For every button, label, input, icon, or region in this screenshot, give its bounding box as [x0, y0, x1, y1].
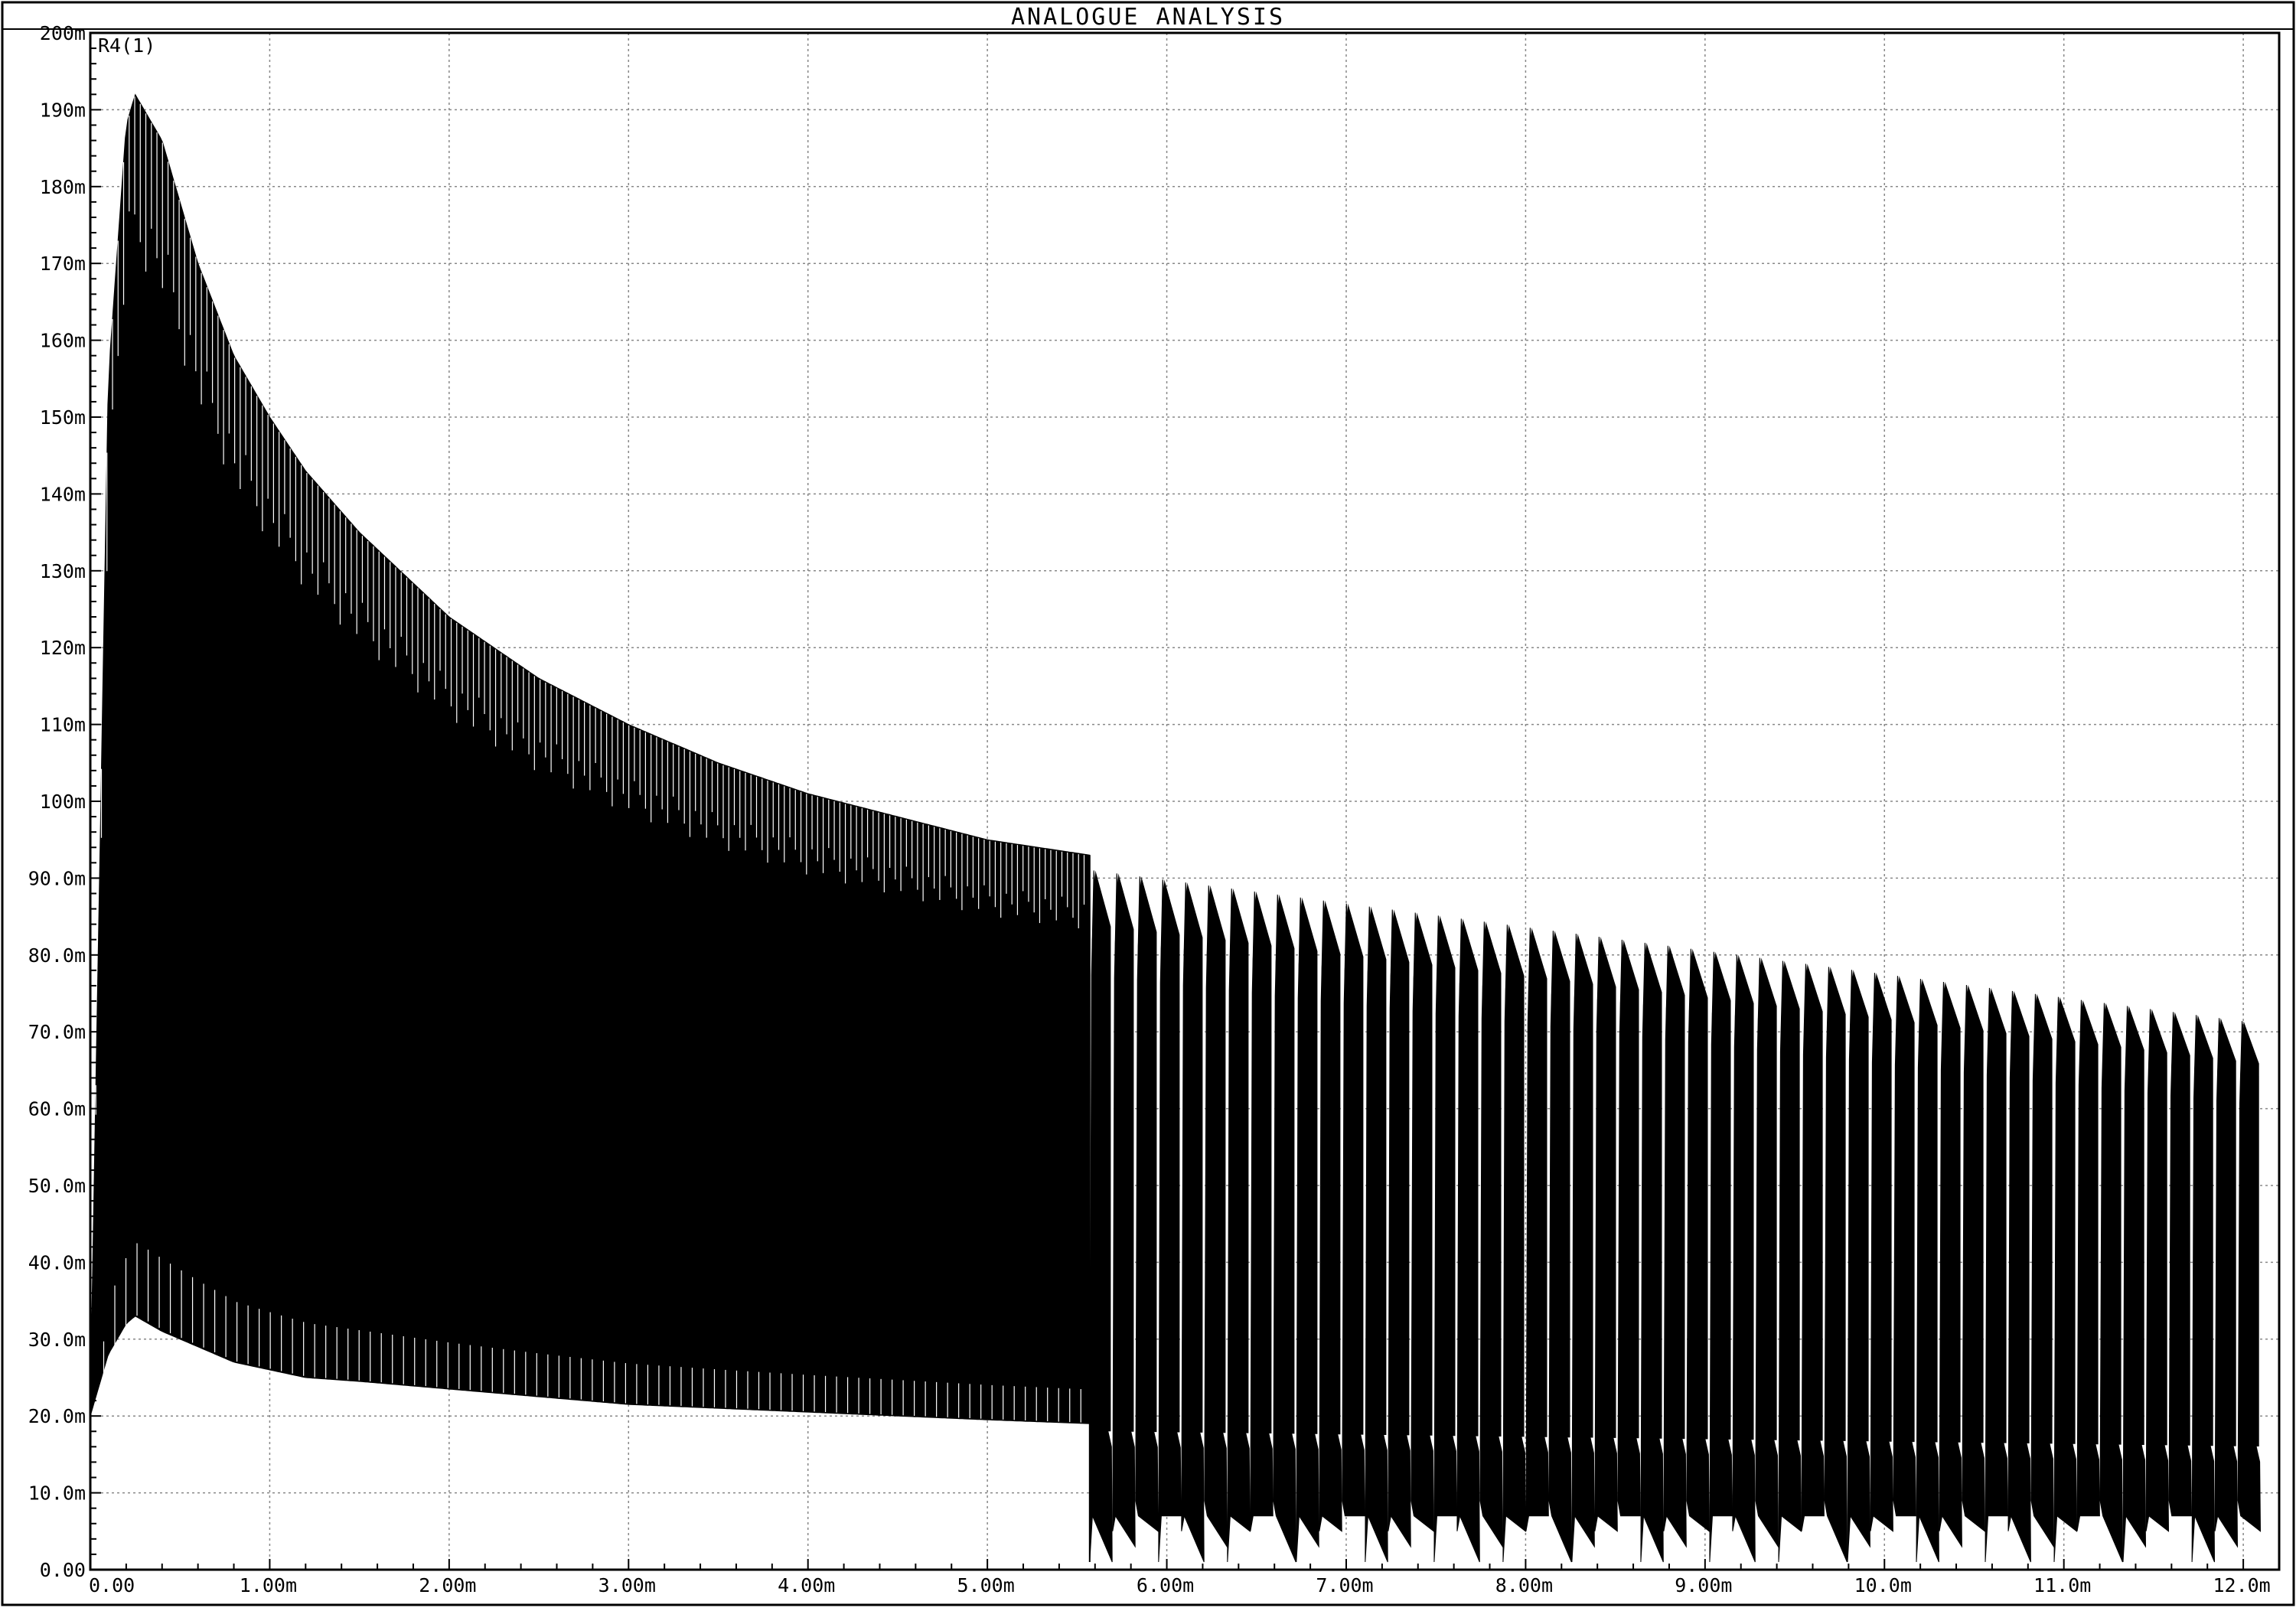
trace-pulse-body: [2011, 990, 2030, 1443]
trace-pulse-body: [1275, 894, 1295, 1434]
trace-pulse-body: [1229, 889, 1249, 1433]
trace-pulse-body: [2033, 993, 2053, 1444]
y-tick-label: 70.0m: [28, 1021, 86, 1043]
y-tick-label: 30.0m: [28, 1329, 86, 1351]
trace-pulse-body: [1528, 928, 1548, 1437]
trace-streaks: [95, 96, 1085, 1423]
trace-pulse-body: [1137, 876, 1157, 1433]
trace-pulse-body: [1734, 954, 1754, 1440]
x-tick-label: 0.00: [89, 1574, 135, 1596]
trace-pulse-body: [1091, 870, 1111, 1432]
trace-pulse-body: [1183, 882, 1203, 1433]
trace-pulse-body: [1252, 891, 1272, 1433]
y-tick-label: 60.0m: [28, 1098, 86, 1120]
trace-pulse-body: [1665, 945, 1685, 1440]
trace-pulse-body: [1321, 900, 1341, 1435]
trace-pulse-body: [1551, 931, 1570, 1438]
trace-pulse-body: [1850, 970, 1869, 1442]
trace-pulse-body: [1619, 939, 1639, 1439]
trace-pulse-body: [1482, 921, 1502, 1437]
y-tick-label: 150m: [40, 406, 86, 429]
y-tick-label: 20.0m: [28, 1405, 86, 1427]
trace-pulse-body: [1896, 976, 1915, 1443]
chart-title: ANALOGUE ANALYSIS: [1011, 4, 1285, 31]
x-tick-label: 5.00m: [957, 1574, 1014, 1596]
trace-pulse-body: [2125, 1006, 2144, 1445]
trace-pulse-body: [1298, 897, 1318, 1434]
trace-pulses: [1088, 855, 2262, 1563]
y-tick-label: 100m: [40, 791, 86, 813]
trace-pulse-body: [2240, 1021, 2259, 1446]
trace-pulse-body: [1574, 934, 1593, 1438]
y-tick-label: 40.0m: [28, 1251, 86, 1273]
y-tick-label: 120m: [40, 637, 86, 659]
trace-pulse-body: [1804, 964, 1823, 1441]
x-tick-label: 10.0m: [1854, 1574, 1912, 1596]
x-tick-label: 4.00m: [778, 1574, 835, 1596]
trace-pulse-body: [1436, 915, 1456, 1437]
trace-pulse-body: [2056, 996, 2076, 1444]
y-tick-label: 80.0m: [28, 944, 86, 967]
trace-r4: [90, 93, 2262, 1563]
trace-pulse-body: [1711, 951, 1731, 1440]
trace-pulse-body: [1988, 987, 2007, 1443]
y-tick-label: 160m: [40, 330, 86, 352]
x-tick-label: 7.00m: [1316, 1574, 1373, 1596]
y-tick-label: 200m: [40, 22, 86, 44]
y-tick-label: 90.0m: [28, 867, 86, 889]
y-tick-label: 110m: [40, 714, 86, 736]
x-tick-label: 3.00m: [598, 1574, 656, 1596]
trace-pulse-body: [1873, 973, 1892, 1442]
trace-pulse-body: [1827, 967, 1846, 1441]
trace-pulse-body: [1642, 942, 1662, 1439]
y-tick-label: 0.00: [40, 1559, 86, 1581]
trace-pulse-body: [2102, 1003, 2122, 1445]
x-tick-label: 2.00m: [419, 1574, 476, 1596]
trace-pulse-body: [1919, 979, 1938, 1443]
trace-pulse-body: [1344, 903, 1364, 1435]
y-tick-label: 180m: [40, 176, 86, 198]
y-tick-label: 140m: [40, 483, 86, 505]
trace-pulse-body: [1390, 909, 1410, 1436]
x-tick-label: 6.00m: [1137, 1574, 1194, 1596]
trace-pulse-body: [2171, 1012, 2190, 1446]
x-tick-label: 12.0m: [2213, 1574, 2270, 1596]
trace-pulse-body: [2217, 1018, 2236, 1446]
axes: 0.00 1.00m 2.00m 3.00m 4.00m 5.00m 6.00m 7.00m 8…: [28, 22, 2280, 1596]
x-tick-label: 8.00m: [1495, 1574, 1553, 1596]
x-tick-label: 9.00m: [1675, 1574, 1732, 1596]
y-tick-label: 10.0m: [28, 1482, 86, 1505]
trace-pulse-body: [1781, 960, 1800, 1441]
x-tick-label: 11.0m: [2033, 1574, 2091, 1596]
trace-pulse-body: [1206, 885, 1226, 1433]
trace-pulse-body: [1596, 937, 1616, 1438]
trace-pulse-body: [2148, 1009, 2167, 1446]
trace-pulse-body: [1160, 879, 1180, 1433]
trace-pulse-body: [1757, 957, 1777, 1440]
trace-pulse-body: [1505, 925, 1525, 1437]
trace-pulse-body: [2079, 1000, 2099, 1445]
trace-pulse-body: [1367, 906, 1387, 1435]
trace-pulse-body: [1965, 985, 1984, 1443]
y-tick-label: 190m: [40, 99, 86, 121]
plot-area-border: [89, 31, 2281, 1571]
trace-pulse-body: [1459, 918, 1479, 1437]
trace-pulse-body: [1413, 912, 1433, 1436]
trace-pulse-body: [2194, 1015, 2213, 1446]
trace-label: R4(1): [98, 34, 155, 57]
trace-pulse-body: [1942, 982, 1961, 1443]
x-tick-label: 1.00m: [240, 1574, 297, 1596]
trace-pulse-body: [1688, 948, 1708, 1440]
y-tick-label: 170m: [40, 253, 86, 275]
y-tick-label: 50.0m: [28, 1175, 86, 1197]
y-tick-label: 130m: [40, 560, 86, 582]
trace-pulse-body: [1114, 873, 1134, 1432]
